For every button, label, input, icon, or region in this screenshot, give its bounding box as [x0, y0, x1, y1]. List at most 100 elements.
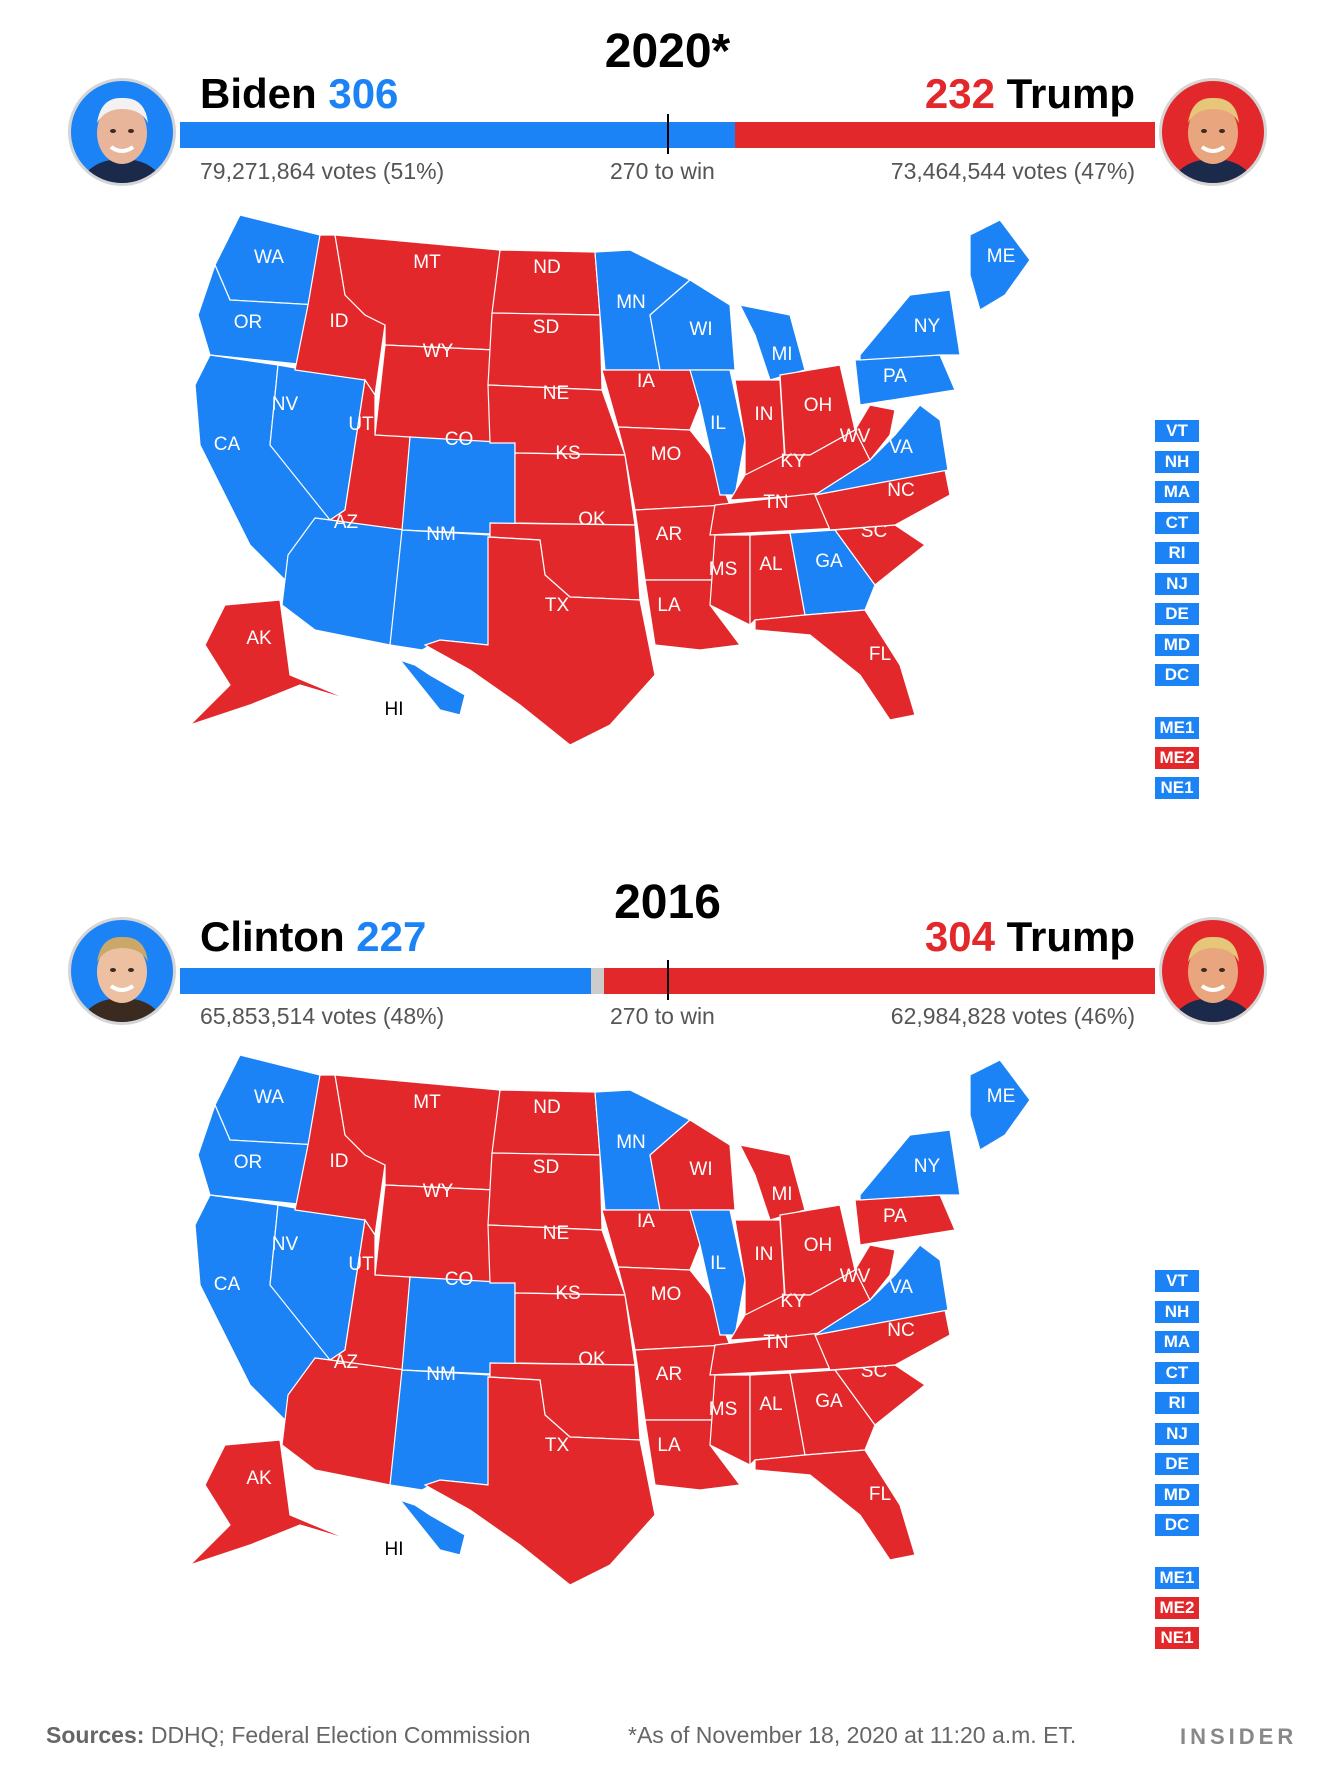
- state-label: NV: [272, 1234, 299, 1255]
- state-va: VA: [814, 1244, 949, 1336]
- state-label: GA: [815, 1391, 843, 1412]
- state-label: WA: [254, 247, 284, 268]
- small-state-badge-ct: CT: [1155, 1361, 1199, 1384]
- state-label: SD: [533, 317, 559, 338]
- state-label: SD: [533, 1157, 559, 1178]
- state-label: NM: [426, 1364, 456, 1385]
- to-win-label: 270 to win: [610, 158, 715, 184]
- state-hi: HI: [385, 658, 466, 720]
- rep-popular-votes: 73,464,544 votes (47%): [890, 158, 1135, 184]
- district-badge-me2: ME2: [1155, 1597, 1199, 1619]
- state-label: TX: [545, 595, 570, 616]
- state-ks: KS: [514, 443, 636, 526]
- rep-popular-votes: 62,984,828 votes (46%): [890, 1003, 1135, 1029]
- small-state-badge-ma: MA: [1155, 481, 1199, 503]
- state-label: KY: [780, 451, 806, 472]
- state-nm: NM: [389, 1364, 491, 1491]
- state-label: OH: [804, 395, 833, 416]
- us-electoral-map: WA OR CA NV ID MT WY UT AZ CO NM ND SD NE KS OK TX MN IA MO…: [189, 1054, 1031, 1585]
- state-label: ID: [330, 1151, 349, 1172]
- timestamp-note: *As of November 18, 2020 at 11:20 a.m. E…: [628, 1722, 1077, 1748]
- district-badge-ne1: NE1: [1155, 1627, 1199, 1649]
- state-label: NC: [887, 1320, 914, 1341]
- year-title: 2016: [614, 876, 721, 929]
- small-state-badge-nj: NJ: [1155, 1422, 1199, 1445]
- state-al: AL: [749, 1372, 806, 1467]
- state-label: ND: [533, 257, 560, 278]
- state-label: WI: [689, 1159, 712, 1180]
- state-label: CA: [214, 434, 241, 455]
- state-label: ID: [330, 311, 349, 332]
- state-label: HI: [385, 699, 404, 720]
- state-label: MT: [413, 1092, 441, 1113]
- state-mi: MI: [738, 1144, 806, 1221]
- state-ga: GA: [789, 1369, 876, 1456]
- state-ak: AK: [189, 599, 351, 726]
- state-tx: TX: [423, 536, 656, 745]
- state-or: OR: [197, 263, 319, 366]
- state-wi: WI: [649, 1119, 736, 1211]
- electoral-vote-bar: [180, 122, 1155, 148]
- state-hi: HI: [385, 1498, 466, 1560]
- state-label: KY: [780, 1291, 806, 1312]
- state-wa: WA: [214, 1054, 321, 1146]
- state-co: CO: [401, 1269, 516, 1376]
- state-in: IN: [734, 379, 786, 476]
- year-title: 2020*: [604, 25, 731, 78]
- state-label: PA: [883, 1206, 907, 1227]
- state-label: AZ: [334, 1352, 359, 1373]
- state-label: NE: [543, 1223, 569, 1244]
- state-label: AR: [656, 1364, 682, 1385]
- state-label: LA: [657, 1435, 681, 1456]
- state-label: OR: [234, 1152, 263, 1173]
- state-fl: FL: [754, 609, 916, 721]
- state-label: WV: [840, 426, 871, 447]
- state-label: IA: [637, 1211, 655, 1232]
- state-label: MO: [651, 444, 682, 465]
- state-ky: KY: [728, 1269, 871, 1341]
- state-label: MS: [709, 1399, 738, 1420]
- state-al: AL: [749, 532, 806, 627]
- small-state-badge-dc: DC: [1155, 1514, 1199, 1536]
- bar-segment-rep: [734, 122, 1155, 148]
- state-label: MS: [709, 559, 738, 580]
- state-label: KS: [555, 1283, 580, 1304]
- state-ia: IA: [601, 1209, 701, 1271]
- clinton-face-icon: [68, 917, 176, 1025]
- state-label: NV: [272, 394, 299, 415]
- state-label: MI: [771, 1184, 792, 1205]
- state-label: IL: [710, 1253, 726, 1274]
- district-badge-ne1: NE1: [1155, 777, 1199, 799]
- dem-electoral-votes: 227: [356, 913, 427, 960]
- state-label: NY: [914, 316, 941, 337]
- district-badge-me2: ME2: [1155, 747, 1199, 769]
- state-label: UT: [348, 414, 374, 435]
- win-threshold-line: [667, 960, 669, 1000]
- state-label: MT: [413, 252, 441, 273]
- bar-segment-other: [591, 968, 605, 994]
- state-pa: PA: [854, 1194, 956, 1246]
- state-label: CA: [214, 1274, 241, 1295]
- state-label: CO: [445, 1269, 474, 1290]
- state-label: AK: [246, 1468, 272, 1489]
- small-state-badge-nh: NH: [1155, 450, 1199, 473]
- state-label: WV: [840, 1266, 871, 1287]
- state-pa: PA: [854, 354, 956, 406]
- state-label: NM: [426, 524, 456, 545]
- state-label: OH: [804, 1235, 833, 1256]
- dem-name: Biden: [200, 70, 329, 117]
- state-ny: NY: [859, 289, 961, 361]
- rep-electoral-votes: 304: [924, 913, 995, 960]
- state-ga: GA: [789, 529, 876, 616]
- state-ar: AR: [634, 1344, 726, 1421]
- small-state-badge-nh: NH: [1155, 1300, 1199, 1323]
- state-or: OR: [197, 1103, 319, 1206]
- insider-logo: INSIDER: [1180, 1724, 1298, 1749]
- small-state-badge-de: DE: [1155, 1453, 1199, 1475]
- state-label: PA: [883, 366, 907, 387]
- state-label: OR: [234, 312, 263, 333]
- state-label: NC: [887, 480, 914, 501]
- trump-face-icon: [1159, 917, 1267, 1025]
- small-state-badge-ct: CT: [1155, 511, 1199, 534]
- state-va: VA: [814, 404, 949, 496]
